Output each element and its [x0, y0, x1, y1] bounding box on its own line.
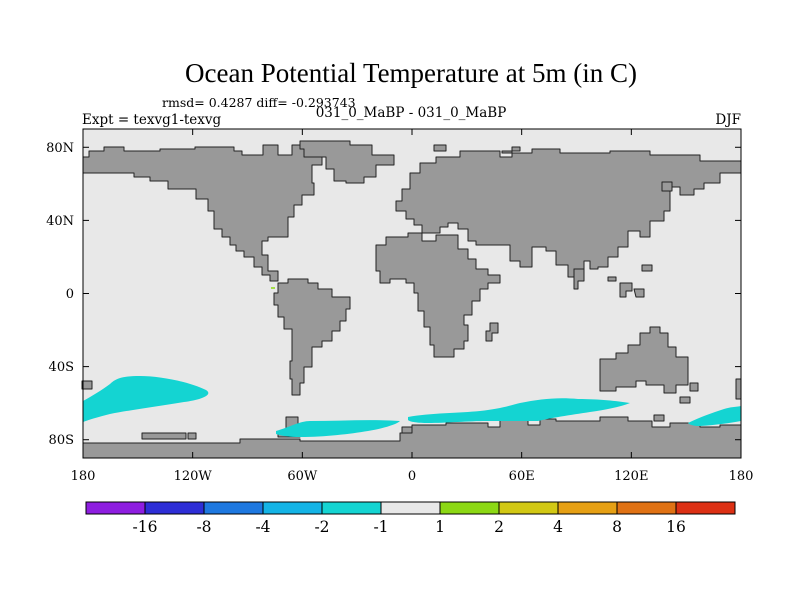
anomaly-south-pacific: [83, 376, 209, 422]
colorbar-box: [262, 501, 323, 515]
map-panel: [81, 128, 742, 459]
left-label: Expt = texvg1-texvg: [82, 112, 222, 128]
colorbar-box: [498, 501, 559, 515]
colorbar-box: [203, 501, 264, 515]
x-tick-label: 120E: [614, 469, 648, 484]
colorbar-box: [85, 501, 146, 515]
land-nz-1: [689, 382, 699, 392]
colorbar: -16 -8 -4 -2 -1 1 2 4 8 16: [85, 501, 736, 536]
colorbar-box: [380, 501, 441, 515]
land-japan: [641, 264, 653, 272]
anomaly-south-pacific-east: [688, 406, 741, 426]
colorbar-label: 4: [553, 518, 563, 536]
land-southern-island-1: [141, 432, 187, 440]
colorbar-box: [321, 501, 382, 515]
land-indonesia-1: [607, 276, 617, 282]
colorbar-box: [557, 501, 618, 515]
x-tick-labels: 180 120W 60W 0 60E 120E 180: [71, 469, 754, 484]
land-east-islands: [661, 181, 673, 192]
x-tick-label: 60E: [509, 469, 535, 484]
anomaly-southern-ocean-east: [408, 398, 630, 423]
land-greenland: [299, 140, 395, 184]
colorbar-label: -1: [373, 518, 388, 536]
y-tick-label: 40N: [46, 214, 74, 229]
colorbar-label: 16: [666, 518, 686, 536]
land-arctic-island-1: [501, 146, 521, 154]
colorbar-label: 8: [612, 518, 622, 536]
x-tick-label: 60W: [287, 469, 318, 484]
land-madagascar: [485, 322, 499, 342]
chart-title: Ocean Potential Temperature at 5m (in C): [185, 58, 637, 88]
right-label: DJF: [715, 112, 741, 128]
land-india: [573, 268, 585, 290]
land-masses: [81, 140, 742, 459]
land-eurasia: [395, 148, 742, 278]
colorbar-label: -2: [314, 518, 329, 536]
center-label: 031_0_MaBP - 031_0_MaBP: [316, 105, 507, 121]
land-indonesia-2: [619, 282, 633, 298]
colorbar-box: [439, 501, 500, 515]
y-tick-label: 40S: [49, 360, 74, 375]
colorbar-label: -16: [133, 518, 158, 536]
land-new-guinea: [633, 288, 645, 298]
colorbar-label: -8: [196, 518, 211, 536]
colorbar-box: [616, 501, 677, 515]
land-north-america: [82, 144, 323, 282]
y-tick-label: 80S: [49, 433, 74, 448]
land-southern-island-4: [401, 426, 413, 434]
y-tick-labels: 80N 40N 0 40S 80S: [46, 141, 74, 448]
cool-anomalies: [83, 376, 741, 437]
colorbar-label: -4: [255, 518, 270, 536]
land-pacific-island-se: [735, 378, 742, 400]
x-tick-label: 0: [408, 469, 416, 484]
colorbar-boxes: [85, 501, 736, 515]
land-southern-island-2: [187, 432, 197, 440]
colorbar-labels: -16 -8 -4 -2 -1 1 2 4 8 16: [133, 518, 686, 536]
land-arctic-island-2: [433, 144, 447, 152]
colorbar-box: [144, 501, 205, 515]
y-tick-marks: [83, 146, 741, 441]
anomaly-southern-ocean-west: [276, 420, 400, 437]
colorbar-box: [675, 501, 736, 515]
land-nz-2: [679, 396, 691, 404]
land-south-america: [273, 278, 351, 396]
x-tick-label: 180: [71, 469, 96, 484]
y-tick-label: 80N: [46, 141, 74, 156]
colorbar-label: 2: [494, 518, 504, 536]
land-pacific-island-sw: [81, 380, 93, 390]
colorbar-label: 1: [435, 518, 445, 536]
x-tick-label: 180: [729, 469, 754, 484]
y-tick-label: 0: [66, 287, 74, 302]
x-tick-marks: [82, 129, 742, 458]
stats-line: rmsd= 0.4287 diff= -0.293743: [162, 95, 356, 110]
land-africa: [375, 232, 501, 358]
land-southern-island-3: [653, 414, 665, 422]
x-tick-label: 120W: [174, 469, 213, 484]
land-australia: [599, 326, 689, 394]
